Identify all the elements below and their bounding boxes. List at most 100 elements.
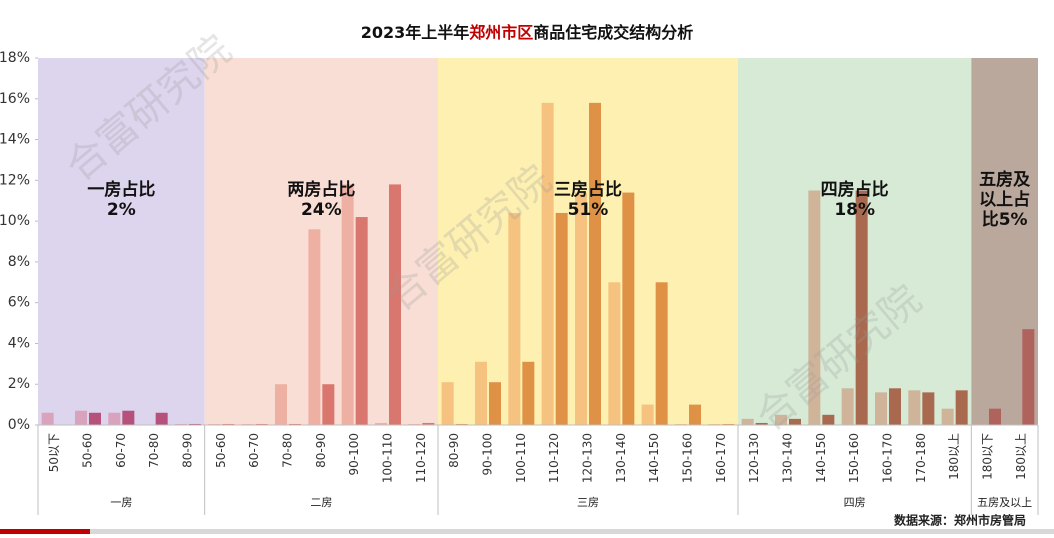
title-part: 商品住宅成交结构分析 — [533, 23, 693, 42]
x-tick-label: 180以下 — [981, 433, 995, 480]
bar — [722, 423, 735, 425]
bar — [908, 390, 921, 425]
bar — [375, 422, 387, 425]
group-annotation: 两房占比 — [287, 179, 355, 200]
group-annotation: 五房及 — [979, 169, 1031, 190]
bar — [889, 388, 901, 425]
x-tick-label: 160-170 — [714, 433, 728, 483]
bar — [822, 414, 835, 425]
y-tick-label: 6% — [8, 295, 30, 311]
x-tick-label: 50-60 — [81, 433, 95, 468]
y-tick-label: 16% — [0, 91, 30, 107]
bar — [422, 422, 435, 425]
group-annotation: 四房占比 — [821, 179, 889, 200]
bar — [922, 392, 935, 425]
y-tick-label: 2% — [8, 376, 30, 392]
bar — [275, 384, 287, 425]
bar — [75, 410, 87, 425]
y-tick-label: 10% — [0, 213, 30, 229]
x-tick-label: 140-150 — [814, 433, 828, 483]
bar — [622, 192, 635, 425]
x-tick-label: 50以下 — [47, 433, 61, 472]
bar — [508, 212, 521, 425]
footer-bar — [0, 529, 1054, 534]
bar — [575, 192, 587, 425]
x-tick-label: 140-150 — [647, 433, 661, 483]
bar — [322, 384, 335, 425]
bar — [541, 102, 554, 425]
group-band — [204, 58, 438, 425]
group-label: 五房及以上 — [977, 496, 1032, 509]
bar — [208, 423, 221, 425]
x-tick-label: 130-140 — [614, 433, 628, 483]
bar — [1022, 329, 1035, 425]
bar — [255, 423, 268, 425]
x-tick-label: 90-100 — [481, 433, 495, 476]
x-tick-label: 180以上 — [947, 433, 961, 480]
bar — [455, 423, 468, 425]
bar — [122, 410, 135, 425]
x-tick-label: 70-80 — [147, 433, 161, 468]
bar — [189, 423, 201, 425]
x-tick-label: 170-180 — [914, 433, 928, 483]
group-band — [438, 58, 738, 425]
title-part: 2023年上半年 — [361, 23, 470, 42]
group-annotation: 2% — [107, 200, 136, 220]
bar — [841, 388, 854, 425]
bar — [775, 414, 787, 425]
bar — [441, 382, 454, 425]
x-tick-label: 100-110 — [514, 433, 528, 483]
bar — [875, 392, 887, 425]
x-tick-label: 110-120 — [547, 433, 561, 483]
bar — [755, 422, 768, 425]
group-label: 一房 — [110, 496, 132, 509]
bar — [408, 423, 421, 425]
x-tick-label: 120-130 — [747, 433, 761, 483]
footer-accent — [0, 529, 90, 534]
group-label: 三房 — [577, 496, 599, 509]
bar — [155, 412, 168, 425]
bar — [741, 418, 754, 425]
bar — [241, 423, 254, 425]
group-annotation: 24% — [301, 200, 342, 220]
x-tick-label: 70-80 — [281, 433, 295, 468]
bar — [589, 102, 601, 425]
group-annotation: 三房占比 — [554, 179, 622, 200]
x-tick-label: 90-100 — [347, 433, 361, 476]
group-annotation: 以上占 — [979, 189, 1030, 210]
bar — [522, 361, 535, 425]
x-tick-label: 150-160 — [681, 433, 695, 483]
bar — [108, 412, 121, 425]
group-band — [38, 58, 205, 425]
bar — [989, 408, 1001, 425]
x-tick-label: 130-140 — [781, 433, 795, 483]
bar — [608, 282, 621, 425]
title-part: 郑州市区 — [469, 23, 533, 42]
bar — [308, 229, 321, 425]
bar — [789, 418, 801, 425]
bar — [341, 184, 354, 425]
group-annotation: 18% — [834, 200, 875, 220]
x-tick-label: 60-70 — [114, 433, 128, 468]
x-tick-label: 110-120 — [414, 433, 428, 483]
group-label: 二房 — [310, 496, 332, 509]
y-tick-label: 4% — [8, 335, 30, 351]
x-tick-label: 180以上 — [1014, 433, 1028, 480]
bar — [389, 184, 401, 425]
y-tick-label: 12% — [0, 172, 30, 188]
group-label: 四房 — [844, 496, 866, 509]
group-annotation: 一房占比 — [87, 179, 155, 200]
y-tick-label: 14% — [0, 132, 30, 148]
bar — [641, 404, 654, 425]
y-tick-label: 18% — [0, 50, 30, 66]
bar — [489, 382, 501, 425]
bar — [222, 423, 235, 425]
x-tick-label: 80-90 — [314, 433, 328, 468]
bar — [675, 423, 687, 425]
bar — [41, 412, 54, 425]
source: 数据来源：郑州市房管局 — [894, 513, 1026, 528]
group-annotation: 比5% — [982, 209, 1028, 230]
group-annotation: 51% — [568, 200, 609, 220]
x-tick-label: 80-90 — [447, 433, 461, 468]
bar — [708, 423, 721, 425]
